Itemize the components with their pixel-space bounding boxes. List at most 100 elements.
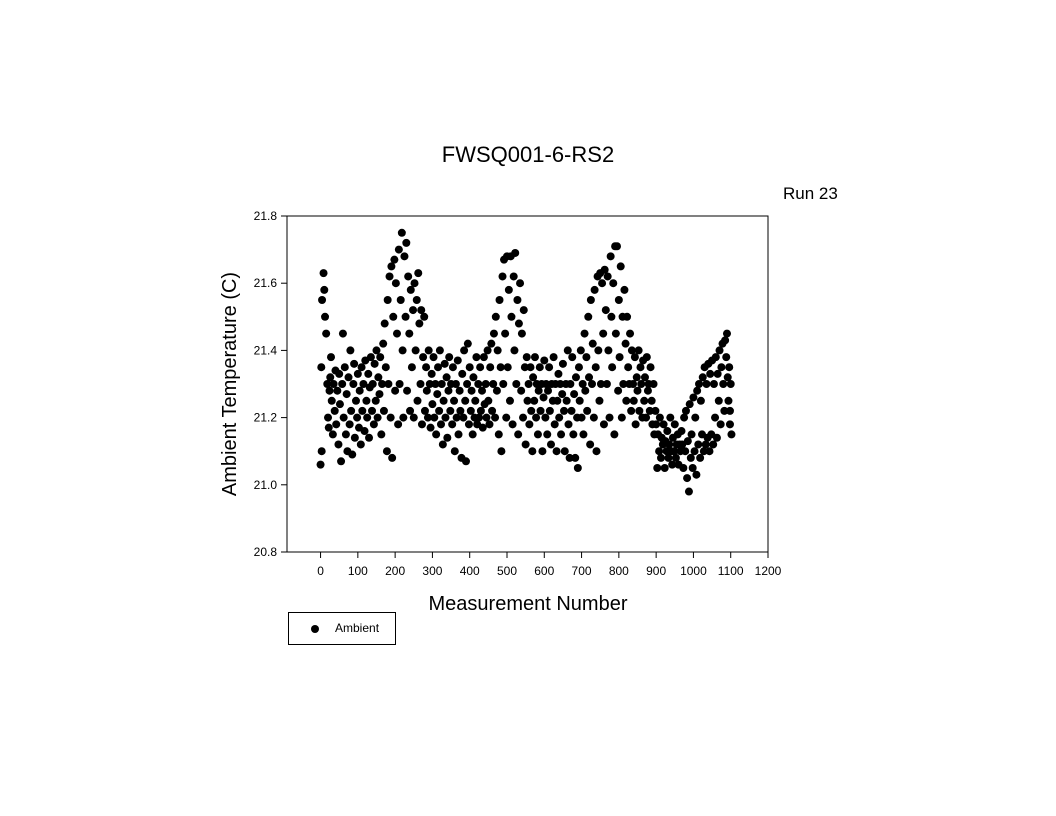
data-point: [344, 373, 353, 382]
data-point: [409, 306, 418, 315]
data-point: [406, 285, 415, 294]
data-point: [653, 464, 662, 472]
data-point: [406, 406, 415, 415]
data-point: [656, 453, 665, 462]
data-point: [534, 386, 543, 395]
data-point: [520, 363, 529, 372]
data-point: [475, 413, 484, 422]
data-point: [419, 353, 428, 362]
data-point: [387, 262, 396, 271]
data-point: [338, 380, 347, 388]
data-point: [649, 380, 658, 388]
data-point: [435, 406, 444, 415]
data-point: [349, 380, 358, 388]
data-point: [424, 346, 433, 355]
x-tick-label: 400: [460, 564, 480, 578]
data-point: [623, 312, 632, 321]
data-point: [631, 420, 640, 429]
data-point: [614, 296, 623, 304]
data-point: [619, 380, 628, 388]
data-point: [391, 386, 400, 395]
data-point: [514, 430, 523, 439]
data-point: [496, 363, 505, 372]
data-point: [484, 396, 493, 405]
data-point: [445, 353, 454, 362]
data-point: [364, 369, 373, 378]
data-point: [573, 464, 582, 472]
data-point: [436, 420, 445, 429]
data-point: [456, 406, 465, 415]
data-point: [604, 346, 613, 355]
data-point: [627, 406, 636, 415]
data-point: [698, 373, 707, 382]
data-point: [380, 319, 389, 328]
data-point: [416, 380, 425, 388]
x-tick-label: 900: [646, 564, 666, 578]
data-point: [615, 353, 624, 362]
data-point: [696, 453, 705, 462]
data-point: [498, 272, 507, 281]
data-point: [455, 386, 464, 395]
data-point: [683, 474, 692, 483]
data-point: [497, 447, 506, 456]
data-point: [426, 423, 435, 432]
data-point: [647, 396, 656, 405]
data-point: [353, 369, 362, 378]
data-point: [552, 447, 561, 456]
data-point: [492, 386, 501, 395]
data-point: [404, 272, 413, 281]
data-point: [368, 406, 377, 415]
data-point: [371, 396, 380, 405]
data-point: [514, 319, 523, 328]
data-point: [433, 390, 442, 399]
data-point: [446, 406, 455, 415]
data-point: [571, 373, 580, 382]
data-point: [488, 406, 497, 415]
data-point: [368, 380, 377, 388]
data-point: [385, 272, 394, 281]
data-point: [627, 346, 636, 355]
data-point: [711, 353, 720, 362]
data-point: [719, 380, 728, 388]
data-point: [584, 312, 593, 321]
data-point: [465, 363, 474, 372]
data-point: [478, 386, 487, 395]
data-point: [448, 420, 457, 429]
data-point: [608, 363, 617, 372]
plot-area: [286, 215, 769, 553]
data-point: [640, 373, 649, 382]
data-point: [417, 420, 426, 429]
data-point: [655, 447, 664, 456]
data-point: [489, 329, 498, 338]
data-point: [346, 346, 355, 355]
data-point: [454, 430, 463, 439]
data-point: [453, 356, 462, 365]
data-point: [394, 420, 403, 429]
data-point: [429, 353, 438, 362]
data-point: [327, 396, 336, 405]
data-point: [545, 406, 554, 415]
data-point: [466, 406, 475, 415]
data-point: [725, 363, 734, 372]
x-tick-label: 200: [385, 564, 405, 578]
data-point: [645, 406, 654, 415]
data-point: [665, 440, 674, 449]
data-point: [585, 373, 594, 382]
data-point: [468, 430, 477, 439]
data-point: [651, 406, 660, 415]
x-tick-label: 700: [572, 564, 592, 578]
data-point: [403, 386, 412, 395]
data-point: [489, 380, 498, 388]
data-point: [693, 386, 702, 395]
data-point: [601, 306, 610, 315]
data-point: [384, 380, 393, 388]
data-point: [437, 380, 446, 388]
data-point: [727, 430, 736, 439]
data-point: [353, 413, 362, 422]
data-point: [543, 430, 552, 439]
data-point: [350, 433, 359, 442]
data-point: [519, 413, 528, 422]
data-point: [624, 363, 633, 372]
data-point: [717, 363, 726, 372]
data-point: [533, 430, 542, 439]
